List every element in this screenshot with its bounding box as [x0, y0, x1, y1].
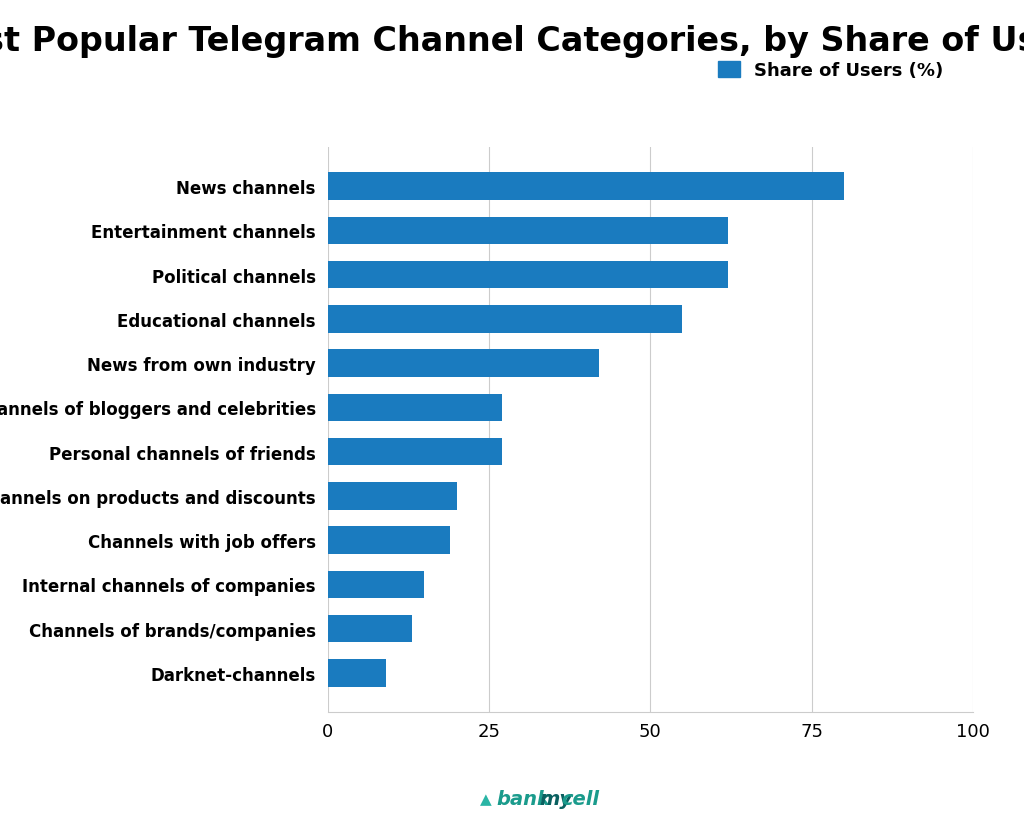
Bar: [328, 305, 682, 333]
Bar: [328, 659, 386, 687]
Text: my: my: [540, 789, 572, 808]
Bar: [328, 527, 451, 554]
Bar: [328, 350, 599, 378]
Bar: [328, 261, 728, 289]
Bar: [328, 615, 412, 643]
Bar: [328, 217, 728, 245]
Bar: [328, 482, 457, 510]
Bar: [328, 173, 844, 201]
Legend: Share of Users (%): Share of Users (%): [711, 55, 951, 88]
Bar: [328, 571, 424, 599]
Text: cell: cell: [561, 789, 599, 808]
Bar: [328, 394, 502, 422]
Bar: [328, 438, 502, 466]
Text: Most Popular Telegram Channel Categories, by Share of Users: Most Popular Telegram Channel Categories…: [0, 25, 1024, 57]
Text: bank: bank: [497, 789, 551, 808]
Text: ▲: ▲: [480, 791, 492, 806]
